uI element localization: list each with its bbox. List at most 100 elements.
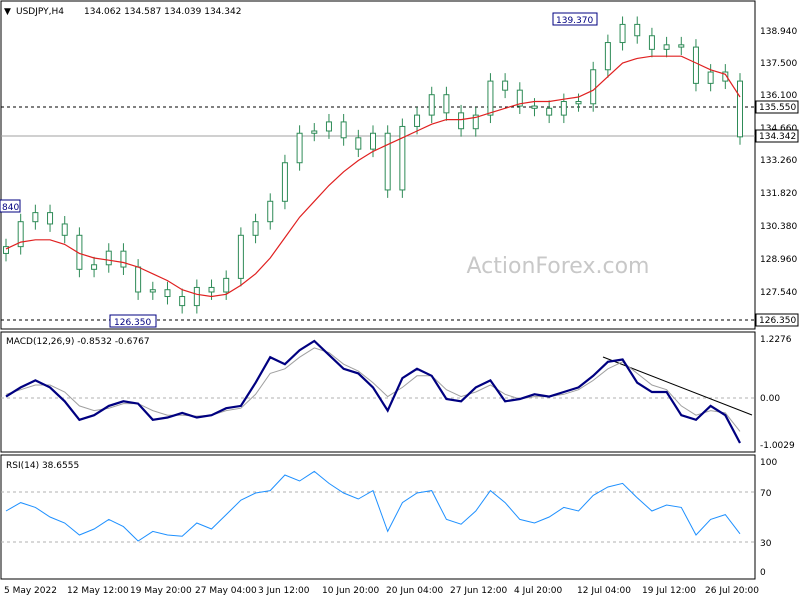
price-candle [91, 264, 98, 270]
price-tick: 131.820 [760, 189, 797, 199]
x-axis-label: 12 Jul 04:00 [577, 586, 631, 596]
x-axis-label: 19 Jul 12:00 [642, 586, 696, 596]
macd-panel-frame [0, 331, 756, 453]
left-annotation: 840 [2, 203, 19, 213]
price-candle [428, 94, 435, 116]
price-tick: 137.500 [760, 59, 797, 69]
price-candle [105, 250, 112, 266]
rsi-marks [5, 470, 741, 542]
price-tick: 127.540 [760, 288, 797, 298]
macd-marks [5, 339, 741, 444]
x-axis-label: 27 Jun 12:00 [450, 586, 507, 596]
rsi-title: RSI(14) 38.6555 [6, 461, 79, 471]
price-candle [472, 114, 479, 130]
price-candle [17, 221, 24, 248]
current-price-box [755, 129, 799, 143]
price-tick: 138.940 [760, 27, 797, 37]
chart-menu-icon[interactable]: ▼ [4, 7, 11, 17]
price-candle [663, 44, 670, 50]
rsi-tick: 30 [760, 539, 772, 549]
symbol-label: USDJPY,H4 [16, 7, 64, 17]
high-annotation: 139.370 [556, 16, 593, 26]
price-candle [61, 223, 68, 236]
price-candle [590, 69, 597, 105]
price-candle [164, 289, 171, 298]
rsi-panel-frame [0, 454, 756, 580]
price-candle [281, 162, 288, 202]
price-tick: 136.100 [760, 91, 797, 101]
price-candle [32, 212, 39, 223]
price-candle [399, 125, 406, 191]
x-axis-label: 5 May 2022 [4, 586, 57, 596]
price-candle [296, 132, 303, 164]
moving-average-line [5, 55, 741, 298]
rsi-line [5, 470, 741, 542]
price-candle [634, 23, 641, 37]
low-annotation: 126.350 [114, 318, 151, 328]
price-candle [707, 71, 714, 84]
price-candle [325, 121, 332, 132]
macd-line [5, 339, 741, 444]
current-price-label: 134.342 [759, 132, 796, 142]
price-candle [3, 246, 9, 254]
price-candle [179, 296, 186, 307]
price-candle [223, 277, 230, 293]
price-candle [604, 42, 611, 71]
price-candle [560, 101, 567, 116]
price-candle [678, 44, 685, 48]
macd-title: MACD(12,26,9) -0.8532 -0.6767 [6, 337, 150, 347]
macd-signal-line [5, 347, 741, 432]
rsi-tick: 0 [760, 568, 766, 578]
price-candle [619, 23, 626, 44]
price-candle [575, 101, 582, 105]
price-candle [120, 250, 127, 268]
x-axis-label: 20 Jun 04:00 [386, 586, 443, 596]
price-candle [311, 130, 318, 134]
x-axis-label: 27 May 04:00 [195, 586, 257, 596]
price-candle [237, 234, 244, 279]
x-axis-label: 3 Jun 12:00 [258, 586, 310, 596]
x-axis-label: 19 May 20:00 [130, 586, 192, 596]
ohlc-label: 134.062 134.587 134.039 134.342 [84, 7, 241, 17]
price-candle [546, 107, 553, 116]
price-candle [47, 212, 54, 225]
price-candle [370, 132, 376, 150]
price-candle [149, 289, 156, 293]
resistance-level-box [755, 100, 799, 114]
low-annotation-box [109, 314, 157, 328]
price-candle [267, 200, 274, 223]
high-annotation-box [552, 12, 598, 26]
price-candle [340, 121, 347, 139]
price-tick: 130.380 [760, 222, 797, 232]
x-axis-label: 12 May 12:00 [67, 586, 129, 596]
rsi-tick: 100 [760, 458, 777, 468]
macd-tick: -1.0029 [760, 441, 795, 451]
price-tick: 133.260 [760, 156, 797, 166]
price-candle [737, 80, 743, 138]
x-axis-label: 4 Jul 20:00 [514, 586, 563, 596]
price-candle [193, 286, 200, 307]
price-candle [355, 137, 362, 150]
price-candle [692, 46, 699, 84]
resistance-level-label: 135.550 [759, 103, 796, 113]
rsi-tick: 70 [760, 489, 772, 499]
price-candle [208, 286, 215, 293]
price-candle [458, 112, 465, 130]
price-tick: 128.960 [760, 255, 797, 265]
price-panel-frame [0, 0, 756, 330]
price-candle [502, 80, 509, 91]
price-candle [648, 35, 655, 50]
left-annotation-box [0, 199, 21, 213]
price-tick: 134.660 [760, 124, 797, 134]
price-candle [487, 80, 494, 116]
price-candle [531, 105, 538, 109]
price-candle [135, 266, 142, 293]
macd-tick: 0.00 [760, 394, 780, 404]
price-candle [252, 221, 259, 236]
x-axis-label: 10 Jun 20:00 [322, 586, 379, 596]
price-candle [414, 114, 421, 127]
price-candle [384, 132, 391, 191]
watermark: ActionForex.com [467, 254, 650, 279]
support-level-label: 126.350 [759, 316, 796, 326]
